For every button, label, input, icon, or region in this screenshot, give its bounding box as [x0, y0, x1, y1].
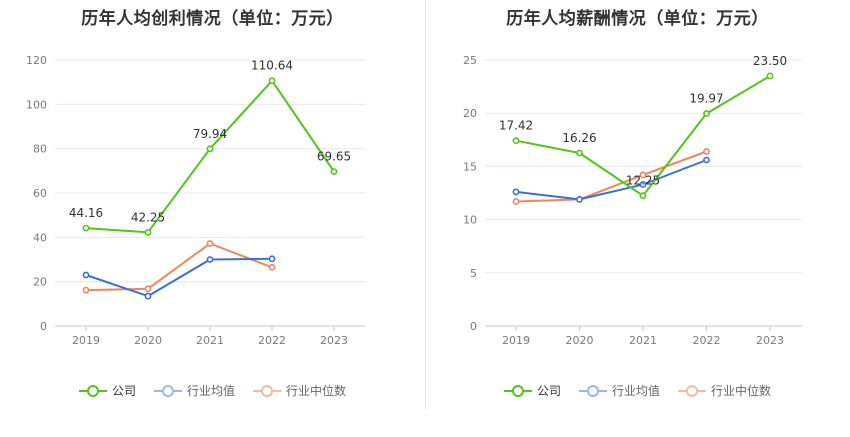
y-tick-label: 20 — [463, 107, 477, 120]
data-point-company — [512, 137, 520, 145]
data-point-industry-avg — [82, 271, 90, 279]
data-label: 42.25 — [131, 210, 165, 224]
data-point-industry-avg — [512, 188, 520, 196]
x-tick-label: 2019 — [502, 334, 530, 347]
legend-item-company[interactable]: 公司 — [503, 382, 561, 399]
series-line-company — [85, 79, 335, 234]
data-point-industry-median — [639, 171, 647, 179]
y-tick-label: 80 — [33, 143, 47, 156]
legend-item-industry-median[interactable]: 行业中位数 — [253, 382, 346, 399]
data-point-industry-avg — [268, 255, 276, 263]
x-tick-label: 2021 — [196, 334, 224, 347]
data-point-industry-avg — [206, 256, 214, 263]
legend-item-industry-avg[interactable]: 行业均值 — [578, 382, 660, 399]
series-line-industry-avg — [85, 257, 273, 298]
x-tick-label: 2022 — [258, 334, 286, 347]
data-label: 110.64 — [251, 59, 293, 73]
data-point-industry-median — [144, 285, 152, 293]
legend-item-industry-avg[interactable]: 行业均值 — [153, 382, 235, 399]
salary-per-capita-chart: 历年人均薪酬情况（单位：万元） 0 5 10 15 20 25 2019 2020 2021 20… — [425, 0, 850, 437]
data-label: 23.50 — [753, 54, 787, 68]
data-point-company — [703, 110, 710, 117]
x-tick-label: 2021 — [629, 334, 657, 347]
data-point-industry-avg — [639, 181, 647, 188]
legend-item-industry-median[interactable]: 行业中位数 — [678, 382, 771, 399]
chart-legend: 公司 行业均值 行业中位数 — [425, 382, 850, 399]
data-label: 19.97 — [689, 92, 723, 106]
data-point-industry-median — [512, 198, 520, 205]
x-tick-label: 2020 — [566, 334, 594, 347]
legend-label: 公司 — [536, 384, 561, 398]
data-point-company — [330, 168, 338, 176]
legend-industry-avg-marker-icon — [153, 384, 182, 398]
series-line-industry-avg — [515, 159, 707, 201]
data-point-industry-median — [206, 240, 214, 247]
legend-company-marker-icon — [503, 384, 532, 398]
y-tick-label: 60 — [33, 187, 47, 200]
y-tick-label: 0 — [40, 320, 47, 333]
data-point-company — [144, 228, 152, 236]
y-tick-label: 20 — [33, 276, 47, 289]
y-tick-label: 100 — [26, 98, 47, 111]
data-point-company — [766, 72, 774, 80]
data-label: 17.42 — [499, 119, 533, 133]
chart-title: 历年人均创利情况（单位：万元） — [81, 9, 344, 29]
legend-industry-median-marker-icon — [253, 384, 281, 398]
chart-title: 历年人均薪酬情况（单位：万元） — [506, 9, 769, 29]
data-point-industry-avg — [144, 292, 152, 300]
x-tick-label: 2023 — [320, 334, 348, 347]
chart-legend: 公司 行业均值 行业中位数 — [0, 382, 425, 399]
legend-label: 行业中位数 — [711, 384, 772, 398]
data-label: 12.25 — [626, 174, 660, 188]
data-point-industry-avg — [576, 195, 583, 203]
data-point-company — [639, 192, 647, 200]
series-line-industry-median — [515, 150, 707, 203]
x-tick-label: 2023 — [756, 334, 784, 347]
legend-item-company[interactable]: 公司 — [78, 382, 136, 399]
panel-divider — [425, 0, 426, 410]
salary-plot-area: 0 5 10 15 20 25 2019 2020 2021 2022 2023 17.42 16.26… — [463, 54, 802, 347]
legend-label: 公司 — [111, 384, 136, 398]
y-tick-label: 0 — [470, 320, 477, 333]
data-point-industry-avg — [703, 156, 710, 164]
y-tick-label: 40 — [33, 231, 47, 244]
series-line-industry-median — [85, 242, 273, 292]
data-label: 79.94 — [193, 127, 227, 141]
data-label: 16.26 — [562, 131, 596, 145]
data-point-company — [576, 149, 583, 157]
legend-label: 行业中位数 — [286, 384, 347, 398]
legend-company-marker-icon — [78, 384, 107, 398]
x-tick-label: 2020 — [134, 334, 162, 347]
legend-label: 行业均值 — [611, 384, 660, 398]
legend-industry-avg-marker-icon — [578, 384, 607, 398]
data-label: 44.16 — [69, 206, 103, 220]
y-tick-label: 120 — [26, 54, 47, 67]
profit-per-capita-chart: 历年人均创利情况（单位：万元） 0 20 40 60 80 100 120 2019 2020 2… — [0, 9, 425, 399]
data-point-company — [268, 77, 276, 85]
y-tick-label: 15 — [463, 160, 477, 173]
profit-plot-area: 0 20 40 60 80 100 120 2019 2020 2021 2022 2023 44.16… — [26, 54, 365, 347]
data-label: 69.65 — [317, 150, 351, 164]
x-tick-label: 2022 — [693, 334, 721, 347]
data-point-company — [82, 224, 90, 232]
data-point-industry-median — [82, 286, 90, 294]
x-tick-label: 2019 — [72, 334, 100, 347]
legend-industry-median-marker-icon — [678, 384, 706, 398]
y-tick-label: 10 — [463, 214, 477, 227]
data-point-industry-median — [268, 263, 276, 271]
y-tick-label: 5 — [470, 267, 477, 280]
y-tick-label: 25 — [463, 54, 477, 67]
legend-label: 行业均值 — [186, 384, 235, 398]
data-point-industry-median — [703, 148, 710, 155]
data-point-company — [206, 145, 214, 153]
